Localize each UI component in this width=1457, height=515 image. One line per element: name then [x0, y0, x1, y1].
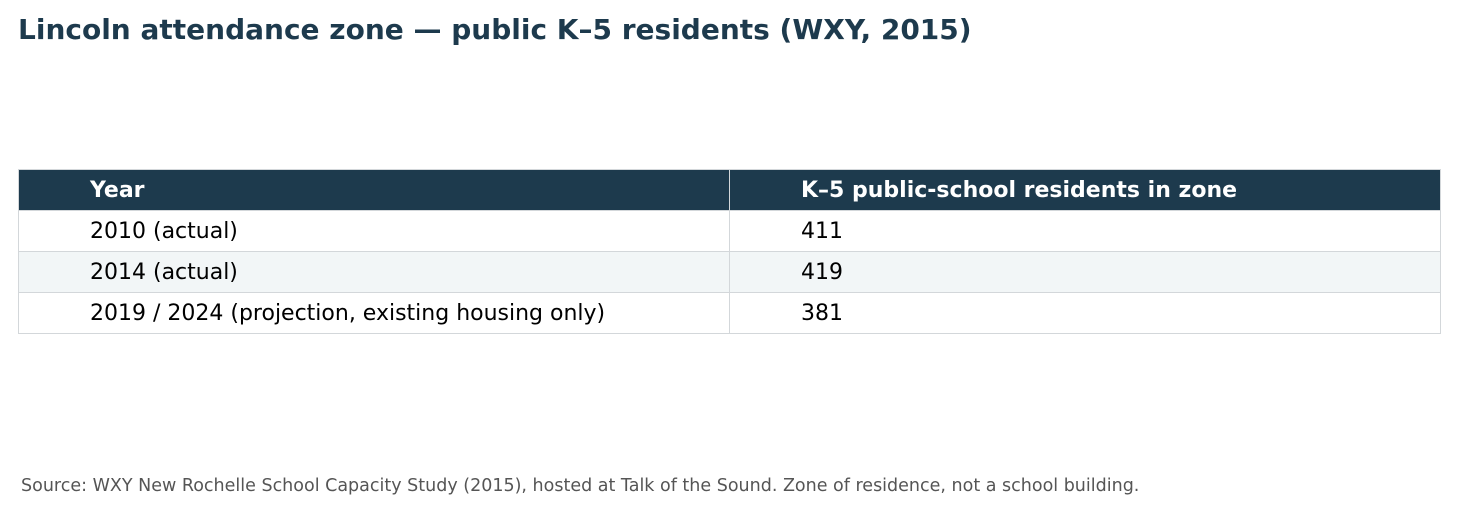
source-note: Source: WXY New Rochelle School Capacity…	[21, 476, 1140, 496]
table-row: 2014 (actual) 419	[18, 251, 1441, 293]
cell-residents: 419	[729, 251, 1441, 293]
cell-year: 2014 (actual)	[18, 251, 730, 293]
column-header-year: Year	[18, 169, 730, 211]
cell-residents: 381	[729, 292, 1441, 334]
table-row: 2010 (actual) 411	[18, 210, 1441, 252]
data-table: Year K–5 public-school residents in zone…	[18, 169, 1441, 334]
chart-title: Lincoln attendance zone — public K–5 res…	[18, 13, 972, 46]
table-header-row: Year K–5 public-school residents in zone	[18, 169, 1441, 211]
cell-residents: 411	[729, 210, 1441, 252]
cell-year: 2010 (actual)	[18, 210, 730, 252]
table-row: 2019 / 2024 (projection, existing housin…	[18, 292, 1441, 334]
column-header-residents: K–5 public-school residents in zone	[729, 169, 1441, 211]
cell-year: 2019 / 2024 (projection, existing housin…	[18, 292, 730, 334]
